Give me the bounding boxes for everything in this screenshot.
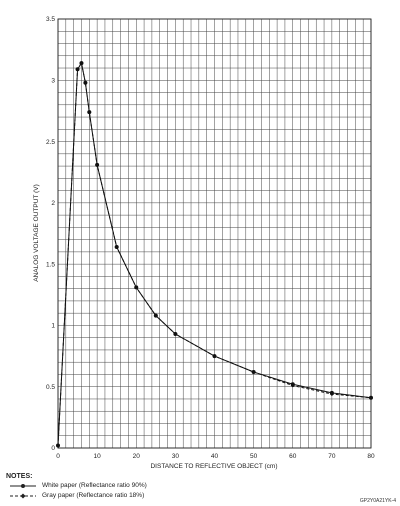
figure-code: GP2Y0A21YK-4 <box>359 498 396 504</box>
legend-item-white: White paper (Reflectance ratio 90%) <box>8 482 147 489</box>
data-point-gray <box>75 67 80 72</box>
x-tick-label: 40 <box>211 453 219 460</box>
legend-label-gray: Gray paper (Reflectance ratio 18%) <box>42 492 145 499</box>
voltage-distance-chart: 0 10 20 30 40 50 60 70 80 0 0.5 1 1.5 2 2.5 3 3.5 DISTAN… <box>33 16 375 470</box>
y-tick-label: 3.5 <box>46 16 55 23</box>
chart-ticks: 0 10 20 30 40 50 60 70 80 0 0.5 1 1.5 2 2.5 3 3.5 <box>46 16 375 460</box>
chart-grid <box>57 18 372 449</box>
data-point-gray <box>56 443 60 448</box>
data-point-gray <box>153 313 158 318</box>
data-point-gray <box>79 61 84 66</box>
x-tick-label: 60 <box>289 453 297 460</box>
x-tick-label: 70 <box>328 453 336 460</box>
data-point-gray <box>369 395 373 400</box>
y-tick-label: 0 <box>51 445 55 452</box>
y-tick-label: 1 <box>51 323 55 330</box>
data-point-gray <box>134 285 139 290</box>
data-point-gray <box>83 80 88 85</box>
data-point-gray <box>87 110 92 115</box>
data-point-gray <box>290 383 295 388</box>
chart-series <box>56 61 373 448</box>
chart-axes <box>57 18 372 449</box>
x-tick-label: 10 <box>94 453 102 460</box>
x-axis-label: DISTANCE TO REFLECTIVE OBJECT (cm) <box>150 463 277 470</box>
data-point-gray <box>329 392 334 397</box>
data-point-gray <box>212 354 217 359</box>
data-point-gray <box>95 162 100 167</box>
legend-label-white: White paper (Reflectance ratio 90%) <box>42 482 147 489</box>
x-tick-label: 0 <box>56 453 60 460</box>
x-tick-label: 80 <box>367 453 375 460</box>
y-tick-label: 3 <box>51 77 55 84</box>
notes-title: NOTES: <box>6 473 33 480</box>
x-tick-label: 50 <box>250 453 258 460</box>
x-tick-label: 20 <box>133 453 141 460</box>
x-tick-label: 30 <box>172 453 180 460</box>
y-axis-label: ANALOG VOLTAGE OUTPUT (V) <box>33 184 40 282</box>
y-tick-label: 0.5 <box>46 384 55 391</box>
data-point-gray <box>173 332 178 337</box>
legend-dashed-line-icon <box>10 493 36 498</box>
data-point-gray <box>114 244 119 249</box>
y-tick-label: 2.5 <box>46 139 55 146</box>
y-tick-label: 2 <box>51 200 55 207</box>
y-tick-label: 1.5 <box>46 261 55 268</box>
plot-frame <box>57 18 372 449</box>
legend-item-gray: Gray paper (Reflectance ratio 18%) <box>8 492 144 499</box>
legend-solid-line-icon <box>10 483 36 488</box>
data-point-gray <box>251 370 256 375</box>
